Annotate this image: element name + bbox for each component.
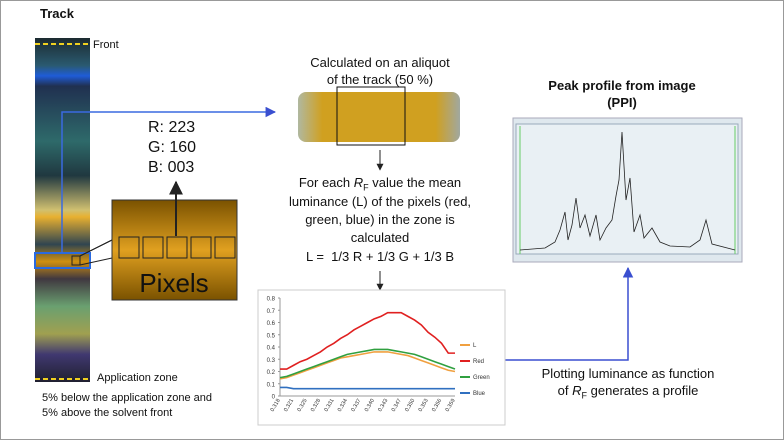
aliquot-text: Calculated on an aliquot: [310, 55, 450, 70]
note: 5% below the application zone and: [42, 392, 212, 404]
y-tick-label: 0.6: [267, 321, 276, 327]
y-tick-label: 0.5: [267, 333, 276, 339]
text: of: [558, 383, 572, 398]
arrow: [505, 268, 628, 360]
rgb-g: G: 160: [148, 139, 196, 157]
ppi-title: (PPI): [607, 95, 637, 110]
text: value the mean: [369, 175, 462, 190]
application-label: Application zone: [97, 372, 178, 384]
y-tick-label: 0.1: [267, 382, 276, 388]
ppi-title: Peak profile from image: [548, 78, 695, 93]
track-title: Track: [40, 6, 74, 21]
aliquot-text: of the track (50 %): [327, 72, 433, 87]
text: For each: [299, 175, 354, 190]
text: R: [572, 383, 581, 398]
formula: L = 1/3 R + 1/3 G + 1/3 B: [306, 249, 454, 264]
y-tick-label: 0.2: [267, 370, 276, 376]
y-tick-label: 0.3: [267, 358, 276, 364]
legend-label: Green: [473, 375, 490, 381]
luminance-text: green, blue) in the zone is: [305, 212, 455, 227]
plotting-text: Plotting luminance as function: [542, 366, 715, 381]
aliquot-image: [298, 92, 460, 142]
legend-label: Blue: [473, 391, 486, 397]
luminance-text: luminance (L) of the pixels (red,: [289, 194, 471, 209]
text: R: [354, 175, 363, 190]
legend-label: Red: [473, 359, 484, 365]
y-tick-label: 0.7: [267, 309, 276, 315]
y-tick-label: 0.4: [267, 346, 276, 352]
text: generates a profile: [587, 383, 698, 398]
ppi-image: [513, 118, 742, 262]
pixels-label: Pixels: [139, 268, 208, 299]
luminance-text: calculated: [351, 230, 410, 245]
luminance-text: For each RF value the mean: [299, 175, 461, 193]
plotting-text: of RF generates a profile: [558, 383, 699, 401]
front-label: Front: [93, 39, 119, 51]
rgb-r: R: 223: [148, 119, 195, 137]
y-tick-label: 0.8: [267, 297, 276, 303]
rgb-b: B: 003: [148, 159, 194, 177]
page: 00.10.20.30.40.50.60.70.80.3180.3210.325…: [0, 0, 784, 440]
note: 5% above the solvent front: [42, 407, 172, 419]
